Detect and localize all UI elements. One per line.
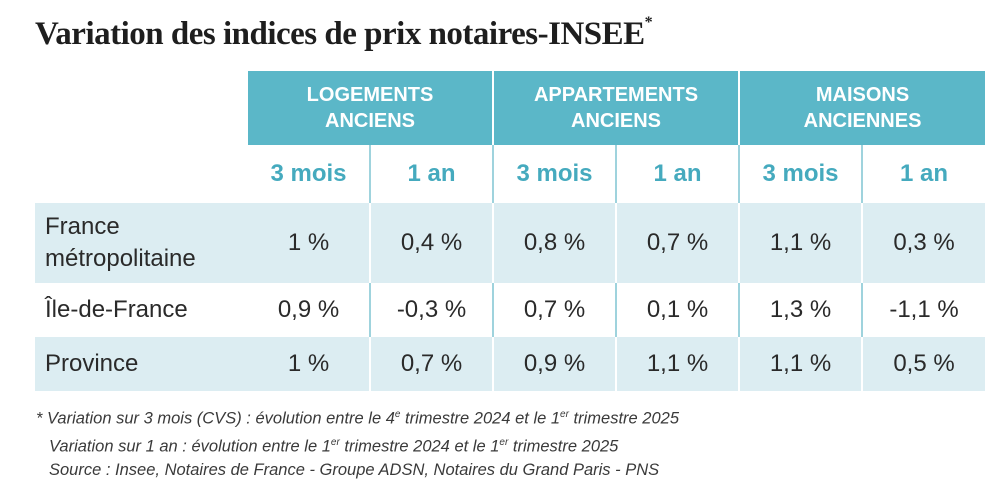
footnote-1-an: Variation sur 1 an : évolution entre le … [49,436,619,456]
row-label: Île-de-France [45,296,188,323]
value-cell: 0,8 % [492,203,617,283]
corner-cell [35,71,247,145]
value-cell: 0,5 % [861,337,986,391]
period-header: 3 mois [492,145,617,203]
value-cell: -0,3 % [368,283,494,337]
value-cell: 0,9 % [277,296,340,323]
value-cell: -1,1 % [861,283,986,337]
period-header: 1 an [861,145,986,203]
period-header: 1 an [615,145,740,203]
value-cell: 1 % [247,337,370,391]
value-cell: 1,3 % [738,283,863,337]
page-title: Variation des indices de prix notaires-I… [35,14,653,52]
period-header: 1 an [368,145,494,203]
group-header-appartements: APPARTEMENTS ANCIENS [492,71,740,145]
title-footnote-mark: * [644,14,653,31]
value-cell: 0,7 % [368,337,494,391]
value-cell: 0,7 % [615,203,740,283]
footnote-mark: * [36,409,43,428]
group-header-row: LOGEMENTS ANCIENS APPARTEMENTS ANCIENS MAI… [35,71,986,145]
row-label: France métropolitaine [35,203,247,283]
value-cell: 0,4 % [368,203,494,283]
value-cell: 0,3 % [861,203,986,283]
period-header: 3 mois [246,145,370,203]
table-row: Île-de-France 0,9 % -0,3 % 0,7 % 0,1 % 1… [35,283,986,337]
value-cell: 1,1 % [615,337,740,391]
period-header-row: 3 mois 1 an 3 mois 1 an 3 mois 1 an [35,145,986,203]
group-header-maisons: MAISONS ANCIENNES [738,71,986,145]
value-cell: 0,1 % [615,283,740,337]
table-row: France métropolitaine 1 % 0,4 % 0,8 % 0,7… [35,203,986,283]
footnotes: * Variation sur 3 mois (CVS) : évolution… [36,403,679,482]
value-cell: 0,7 % [492,283,617,337]
price-index-table: LOGEMENTS ANCIENS APPARTEMENTS ANCIENS MAI… [35,71,986,391]
footnote-3-mois: * Variation sur 3 mois (CVS) : évolution… [36,409,679,428]
value-cell: 1 % [247,203,370,283]
source-note: Source : Insee, Notaires de France - Gro… [49,461,660,479]
period-header: 3 mois [738,145,863,203]
table-row: Province 1 % 0,7 % 0,9 % 1,1 % 1,1 % 0,5… [35,337,986,391]
group-header-logements: LOGEMENTS ANCIENS [245,71,494,145]
value-cell: 1,1 % [738,203,863,283]
value-cell: 0,9 % [492,337,617,391]
row-label: Province [35,337,247,391]
value-cell: 1,1 % [738,337,863,391]
